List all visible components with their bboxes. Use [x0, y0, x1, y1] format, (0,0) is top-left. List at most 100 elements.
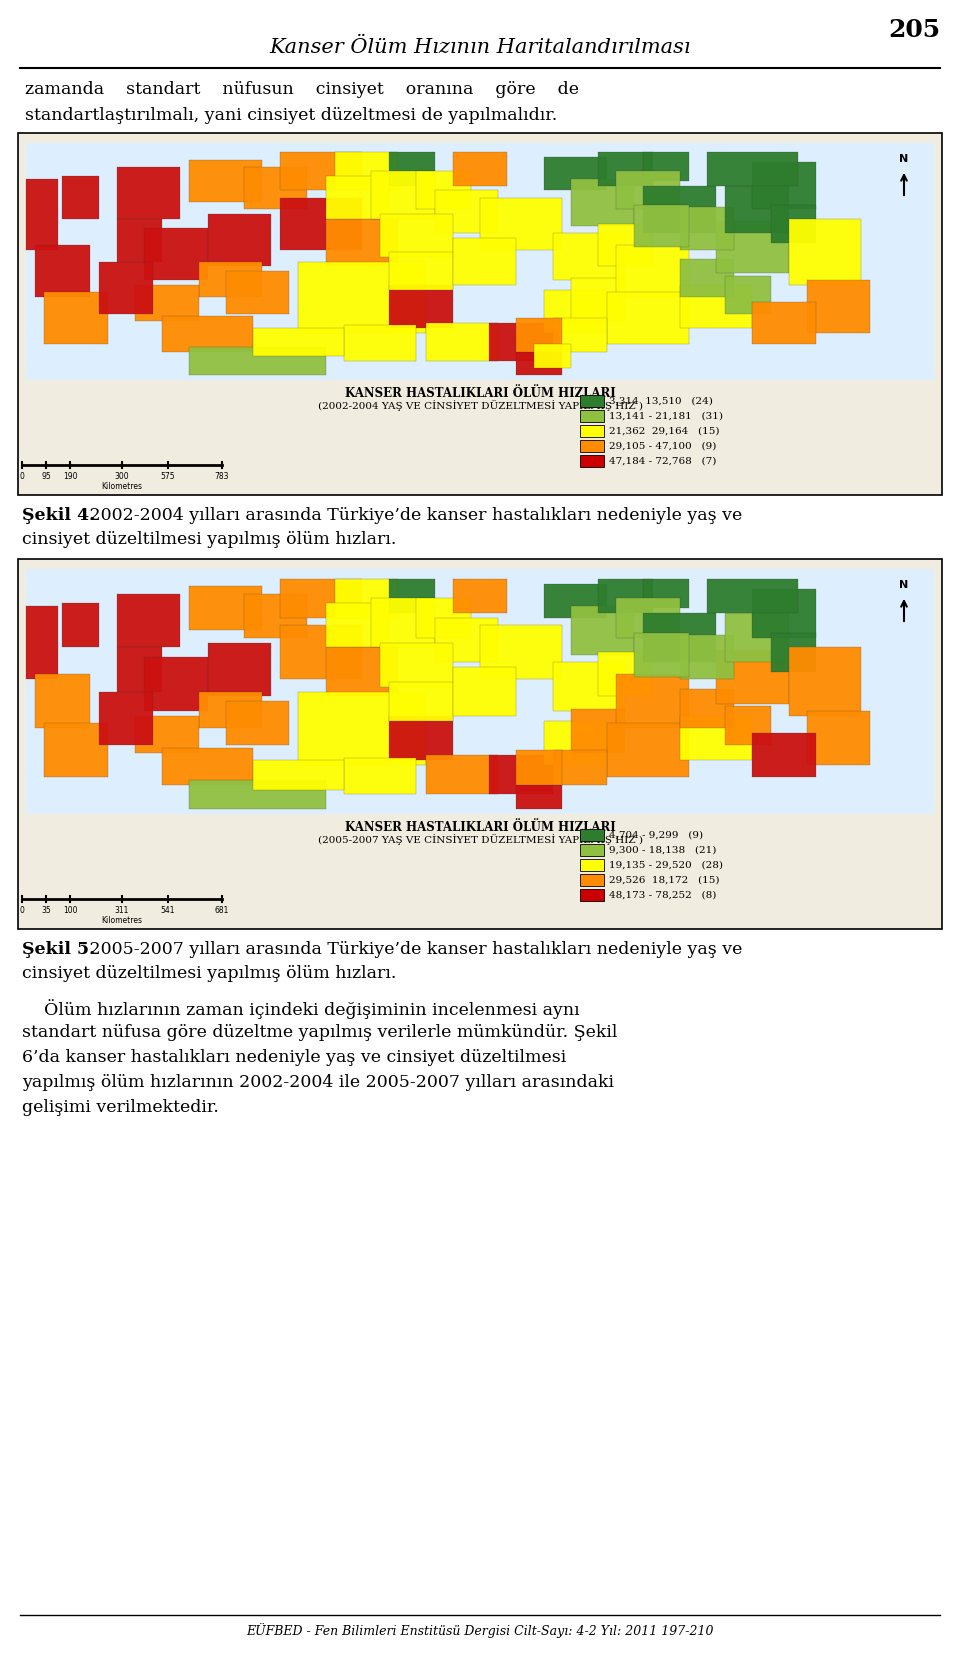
Bar [44, 724, 108, 777]
Bar [580, 874, 604, 886]
Text: 35: 35 [41, 906, 51, 916]
Bar [643, 185, 716, 233]
Bar [144, 228, 207, 281]
Bar [325, 177, 389, 218]
Bar [580, 845, 604, 856]
Bar [299, 691, 425, 765]
Bar [189, 780, 325, 808]
Bar [162, 316, 253, 352]
Bar [580, 889, 604, 901]
Text: Kanser Ölüm Hızının Haritalandırılması: Kanser Ölüm Hızının Haritalandırılması [269, 38, 691, 58]
Bar [36, 245, 89, 298]
Bar [189, 347, 325, 375]
Bar [280, 625, 362, 679]
Text: Şekil 5.: Şekil 5. [22, 941, 95, 959]
Bar [207, 643, 271, 696]
Bar [707, 579, 798, 613]
Text: 19,135 - 29,520   (28): 19,135 - 29,520 (28) [609, 861, 723, 869]
Bar [62, 177, 99, 218]
Bar [489, 755, 553, 795]
Bar [162, 747, 253, 785]
Bar [635, 205, 689, 248]
Text: cinsiyet düzeltilmesi yapılmış ölüm hızları.: cinsiyet düzeltilmesi yapılmış ölüm hızl… [22, 531, 396, 549]
Bar [435, 618, 498, 663]
Text: (2002-2004 YAŞ VE CİNSİYET DÜZELTMESİ YAPILMIŞ HIZ ): (2002-2004 YAŞ VE CİNSİYET DÜZELTMESİ YA… [318, 400, 642, 412]
Bar [580, 425, 604, 436]
Bar [435, 190, 498, 233]
Bar [380, 643, 453, 686]
Bar [607, 293, 689, 344]
Text: 0: 0 [19, 473, 24, 481]
Bar [680, 286, 753, 327]
Bar [62, 603, 99, 648]
Bar [417, 598, 471, 638]
Bar [716, 222, 789, 273]
Bar [344, 757, 417, 795]
Bar [226, 701, 289, 746]
Bar [771, 633, 816, 671]
Text: KANSER HASTALIKLARI ÖLÜM HIZLARI: KANSER HASTALIKLARI ÖLÜM HIZLARI [345, 387, 615, 400]
Bar [244, 593, 307, 638]
Text: Kilometres: Kilometres [102, 916, 142, 926]
Bar [99, 691, 154, 746]
Bar [598, 653, 653, 696]
Text: 3,314  13,510   (24): 3,314 13,510 (24) [609, 397, 713, 405]
Bar [598, 579, 653, 613]
Text: 2005-2007 yılları arasında Türkiye’de kanser hastalıkları nedeniyle yaş ve: 2005-2007 yılları arasında Türkiye’de ka… [84, 941, 742, 959]
Bar [707, 152, 798, 185]
Text: zamanda    standart    nüfusun    cinsiyet    oranına    göre    de: zamanda standart nüfusun cinsiyet oranın… [25, 81, 579, 98]
Text: 13,141 - 21,181   (31): 13,141 - 21,181 (31) [609, 412, 723, 420]
Bar [543, 584, 607, 618]
Bar [598, 223, 653, 266]
Bar [616, 598, 680, 638]
Bar [299, 261, 425, 332]
Bar [117, 218, 162, 261]
Text: KANSER HASTALIKLARI ÖLÜM HIZLARI: KANSER HASTALIKLARI ÖLÜM HIZLARI [345, 822, 615, 835]
Bar [771, 205, 816, 243]
Bar [753, 588, 816, 638]
Bar [344, 326, 417, 360]
Bar [616, 245, 689, 298]
Text: 100: 100 [62, 906, 77, 916]
Text: gelişimi verilmektedir.: gelişimi verilmektedir. [22, 1099, 219, 1116]
Text: 311: 311 [115, 906, 130, 916]
Bar [580, 410, 604, 422]
Bar [325, 603, 389, 648]
Bar [280, 152, 362, 190]
Bar [226, 271, 289, 314]
Text: 6’da kanser hastalıkları nedeniyle yaş ve cinsiyet düzeltilmesi: 6’da kanser hastalıkları nedeniyle yaş v… [22, 1050, 566, 1066]
Text: 29,105 - 47,100   (9): 29,105 - 47,100 (9) [609, 441, 716, 451]
Bar [516, 785, 562, 808]
Bar [543, 721, 607, 765]
Bar [607, 724, 689, 777]
Bar [425, 755, 498, 795]
Text: 205: 205 [888, 18, 940, 41]
Bar [553, 750, 607, 785]
Bar [26, 569, 934, 813]
Bar [753, 734, 816, 777]
Bar [553, 663, 625, 711]
Bar [18, 559, 942, 929]
Bar [516, 319, 562, 352]
Text: 783: 783 [215, 473, 229, 481]
Bar [543, 157, 607, 190]
Bar [553, 319, 607, 352]
Bar [635, 633, 689, 676]
Bar [725, 185, 789, 233]
Text: standartlaştırılmalı, yani cinsiyet düzeltmesi de yapılmalıdır.: standartlaştırılmalı, yani cinsiyet düze… [25, 107, 557, 124]
Bar [389, 681, 453, 721]
Bar [389, 716, 453, 760]
Bar [335, 579, 398, 618]
Bar [199, 691, 262, 729]
Bar [18, 132, 942, 494]
Text: N: N [900, 580, 908, 590]
Bar [571, 709, 625, 752]
Bar [680, 635, 734, 679]
Bar [580, 395, 604, 407]
Bar [553, 233, 625, 281]
Bar [325, 218, 398, 266]
Text: Şekil 4.: Şekil 4. [22, 507, 95, 524]
Bar [26, 144, 934, 380]
Bar [753, 302, 816, 344]
Bar [680, 207, 734, 250]
